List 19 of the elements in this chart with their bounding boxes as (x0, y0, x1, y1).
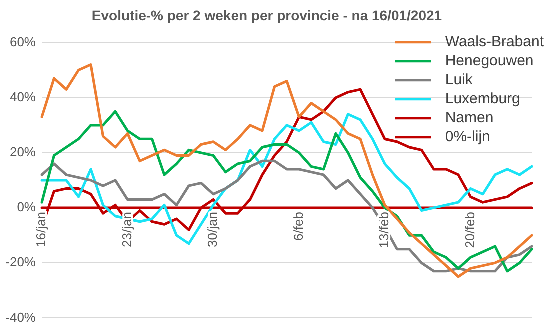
legend-label: Waals-Brabant (445, 33, 545, 50)
chart-title: Evolutie-% per 2 weken per provincie - na 16/01/2021 (92, 7, 442, 24)
y-tick-label: -40% (6, 310, 36, 325)
x-tick-label: 13/feb (376, 212, 392, 248)
y-tick-label: 0% (17, 200, 36, 215)
legend-label: Luik (445, 71, 474, 88)
x-tick-label: 20/feb (462, 212, 478, 248)
legend-label: 0%-lijn (445, 128, 490, 146)
y-tick-label: -20% (6, 254, 36, 270)
legend-label: Henegouwen (445, 52, 534, 70)
y-tick-label: 40% (10, 89, 36, 104)
x-tick-label: 16/jan (34, 212, 49, 248)
x-tick-label: 30/jan (205, 212, 220, 248)
y-tick-label: 60% (10, 34, 36, 50)
legend-label: Luxemburg (445, 90, 520, 108)
legend-label: Namen (445, 109, 494, 126)
x-tick-label: 6/feb (290, 212, 306, 241)
y-tick-label: 20% (10, 144, 36, 160)
x-tick-label: 23/jan (119, 212, 134, 248)
